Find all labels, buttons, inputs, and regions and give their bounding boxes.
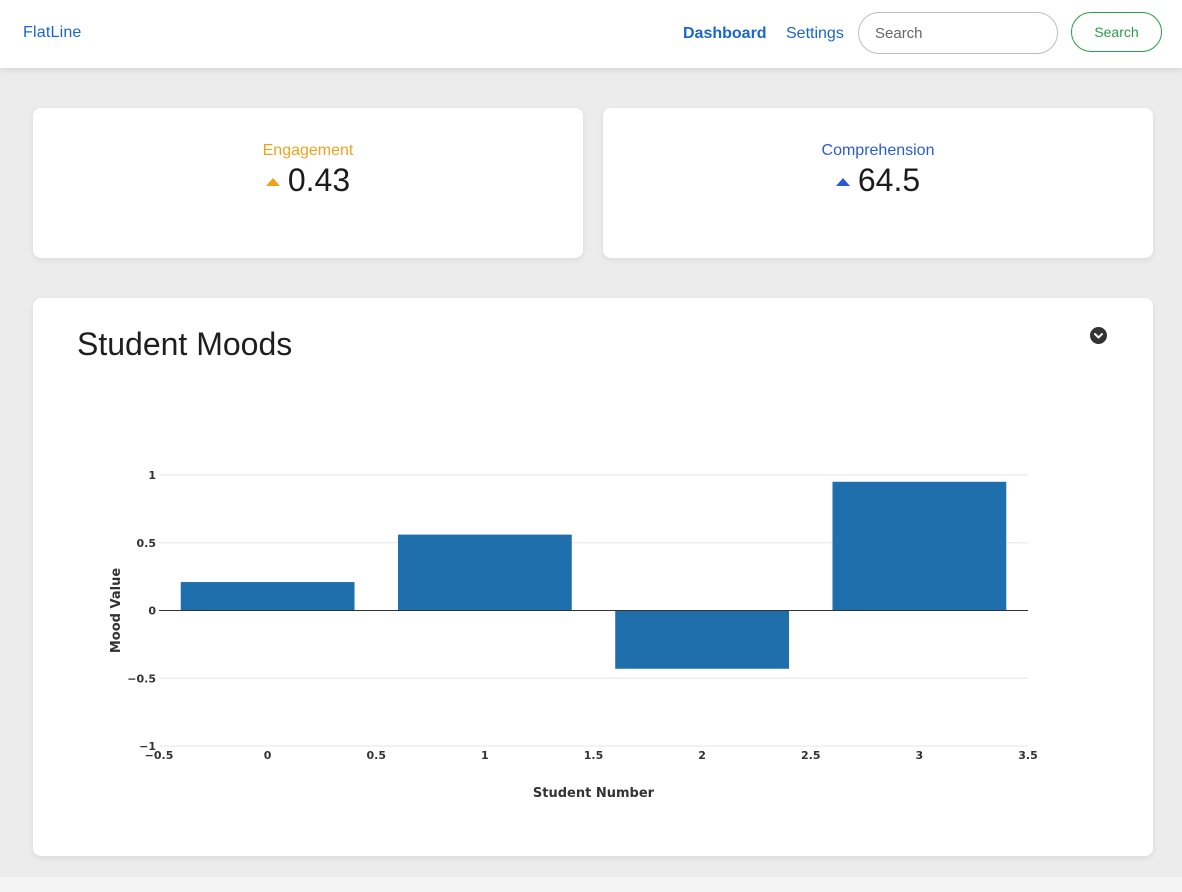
- x-tick-label: −0.5: [145, 749, 174, 762]
- x-tick-label: 2.5: [801, 749, 821, 762]
- comprehension-card: Comprehension 64.5: [603, 108, 1153, 258]
- search-button[interactable]: Search: [1071, 12, 1162, 52]
- y-tick-label: −0.5: [127, 672, 156, 685]
- x-axis-title: Student Number: [533, 786, 655, 801]
- comprehension-label: Comprehension: [821, 142, 935, 159]
- comprehension-value-row: 64.5: [603, 162, 1153, 199]
- engagement-card: Engagement 0.43: [33, 108, 583, 258]
- triangle-up-icon: [835, 177, 850, 186]
- top-navbar: FlatLine Dashboard Settings Search: [0, 0, 1182, 68]
- search-input[interactable]: [858, 12, 1058, 54]
- student-moods-card: Student Moods −1 −0.5 0 0.5 1 −0.5 0 0.5 1 1.5 2 2.…: [33, 298, 1153, 856]
- triangle-up-icon: [265, 177, 280, 186]
- bar-student-3: [832, 481, 1007, 611]
- y-tick-label: 0.5: [137, 537, 157, 550]
- x-tick-label: 2: [698, 749, 706, 762]
- y-tick-label: 1: [148, 469, 156, 482]
- nav-link-dashboard[interactable]: Dashboard: [683, 25, 767, 42]
- chevron-down-circle-icon[interactable]: [1090, 327, 1107, 344]
- brand-logo-link[interactable]: FlatLine: [23, 24, 82, 41]
- bar-student-2: [615, 610, 790, 669]
- comprehension-value: 64.5: [857, 162, 921, 198]
- engagement-label: Engagement: [262, 142, 354, 159]
- bar-student-1: [397, 534, 572, 611]
- nav-link-settings[interactable]: Settings: [786, 25, 844, 42]
- y-axis-title: Mood Value: [109, 568, 124, 653]
- x-tick-label: 3.5: [1018, 749, 1038, 762]
- x-tick-label: 0: [264, 749, 272, 762]
- bottom-strip: [0, 877, 1182, 892]
- x-tick-label: 1: [481, 749, 489, 762]
- y-tick-label: −1: [139, 740, 156, 753]
- y-tick-label: 0: [148, 605, 156, 618]
- chart-title: Student Moods: [77, 326, 293, 362]
- x-tick-label: 3: [916, 749, 924, 762]
- bar-student-0: [180, 582, 355, 611]
- engagement-value: 0.43: [287, 162, 351, 198]
- x-tick-label: 1.5: [584, 749, 604, 762]
- engagement-value-row: 0.43: [33, 162, 583, 199]
- x-tick-label: 0.5: [367, 749, 387, 762]
